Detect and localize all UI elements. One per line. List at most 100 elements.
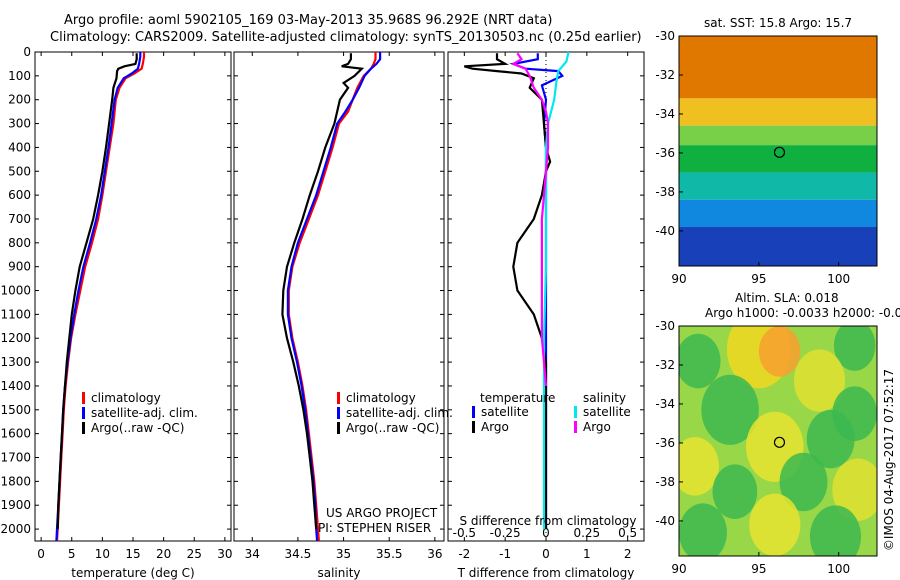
- temperature-xtick-label: 30: [217, 547, 232, 561]
- y-tick-label: 1600: [0, 427, 31, 441]
- salinity-legend-swatch: [337, 392, 340, 404]
- salinity-legend-swatch: [337, 422, 340, 434]
- y-tick-label: 600: [8, 188, 31, 202]
- diff-legend-label: satellite: [583, 405, 631, 419]
- y-tick-label: 900: [8, 260, 31, 274]
- difference-xtick-label: -2: [458, 547, 470, 561]
- y-tick-label: 700: [8, 212, 31, 226]
- sla_map-blob: [809, 505, 862, 556]
- sst_map-zone: [679, 145, 877, 173]
- y-tick-label: 1200: [0, 331, 31, 345]
- sla_map-field: [679, 326, 877, 556]
- y-tick-label: 1900: [0, 498, 31, 512]
- sla_map-blob: [679, 437, 719, 496]
- sla_map-xtick-label: 90: [671, 562, 686, 576]
- title-line-1: Argo profile: aoml 5902105_169 03-May-20…: [64, 13, 553, 28]
- difference-xtick-label: 2: [624, 547, 632, 561]
- salinity-xtick-label: 34: [245, 547, 260, 561]
- y-tick-label: 400: [8, 140, 31, 154]
- temperature-xtick-label: 5: [68, 547, 76, 561]
- difference-xtick-label: -1: [499, 547, 511, 561]
- sla_map-ytick-label: -34: [655, 397, 675, 411]
- sst_map-ytick-label: -40: [655, 224, 675, 238]
- sla_map-xtick-label: 95: [751, 562, 766, 576]
- sst_map-xtick-label: 95: [751, 272, 766, 286]
- salinity-xtick-label: 35.5: [376, 547, 403, 561]
- sst_map-zone: [679, 125, 877, 146]
- y-tick-label: 1300: [0, 355, 31, 369]
- sst_map-ytick-label: -38: [655, 185, 675, 199]
- sla_map-blob: [712, 464, 758, 519]
- sla_map-blob: [779, 452, 828, 512]
- diff-legend-label: satellite: [481, 405, 529, 419]
- sla_map-xtick-label: 100: [827, 562, 850, 576]
- salinity-xtick-label: 36: [427, 547, 442, 561]
- salinity-legend-label: Argo(..raw -QC): [346, 421, 439, 435]
- diff-legend-title-temperature: temperature: [480, 391, 555, 405]
- sla_map-blob: [749, 493, 801, 556]
- diff-legend-swatch: [472, 406, 475, 418]
- sla_map-ytick-label: -30: [655, 319, 675, 333]
- sst_map-zone: [679, 199, 877, 228]
- salinity-legend-label: climatology: [346, 391, 416, 405]
- temperature-legend-label: climatology: [91, 391, 161, 405]
- sla-map-title: Altim. SLA: 0.018: [735, 291, 839, 305]
- salinity-legend-swatch: [337, 407, 340, 419]
- difference-series-line: [542, 51, 570, 530]
- diff-salinity-tick-label: -0.25: [490, 526, 521, 540]
- diff-legend-title-salinity: salinity: [583, 391, 626, 405]
- y-tick-label: 100: [8, 69, 31, 83]
- difference-xtick-label: 1: [583, 547, 591, 561]
- diff-top-xlabel: S difference from climatology: [460, 514, 637, 528]
- sst_map-xtick-label: 100: [827, 272, 850, 286]
- y-tick-label: 200: [8, 93, 31, 107]
- sla_map-blob: [679, 333, 721, 389]
- sst_map-ytick-label: -30: [655, 29, 675, 43]
- sst_map-argo-marker: [773, 146, 786, 158]
- sst_map-ytick-label: -36: [655, 146, 675, 160]
- salinity-xtick-label: 34.5: [285, 547, 312, 561]
- sla_map-blob: [793, 349, 846, 412]
- sla_map-blob: [679, 503, 727, 556]
- salinity-legend-label: satellite-adj. clim.: [346, 406, 453, 420]
- sla_map-blob: [758, 326, 801, 377]
- temperature-xtick-label: 15: [125, 547, 140, 561]
- sst_map-frame: [678, 35, 878, 267]
- salinity-series-line: [281, 53, 365, 530]
- diff-legend-swatch: [472, 421, 475, 433]
- sst_map-xtick-label: 90: [671, 272, 686, 286]
- temperature-legend-swatch: [82, 392, 85, 404]
- salinity-xtick-label: 35: [336, 547, 351, 561]
- difference-xtick-label: 0: [542, 547, 550, 561]
- temperature-legend-swatch: [82, 407, 85, 419]
- y-tick-label: 1500: [0, 403, 31, 417]
- sla_map-argo-marker: [773, 436, 786, 448]
- temperature-legend-label: Argo(..raw -QC): [91, 421, 184, 435]
- temperature-legend-label: satellite-adj. clim.: [91, 406, 198, 420]
- sla_map-blob: [832, 458, 877, 521]
- sla_map-blob: [701, 374, 759, 445]
- temperature-legend-swatch: [82, 422, 85, 434]
- project-label: US ARGO PROJECT: [326, 506, 438, 520]
- temperature-series-line: [56, 53, 138, 530]
- y-tick-label: 1000: [0, 284, 31, 298]
- salinity-axes-box: [233, 51, 445, 542]
- difference-xlabel: T difference from climatology: [457, 566, 635, 580]
- y-tick-label: 0: [23, 45, 31, 59]
- sst_map-ytick-label: -32: [655, 68, 675, 82]
- sla-argo-heights: Argo h1000: -0.0033 h2000: -0.016: [705, 306, 900, 320]
- diff-legend-label: Argo: [481, 420, 509, 434]
- sla_map-ytick-label: -40: [655, 514, 675, 528]
- sst_map-ytick-label: -34: [655, 107, 675, 121]
- temperature-xtick-label: 0: [37, 547, 45, 561]
- title-line-2: Climatology: CARS2009. Satellite-adjuste…: [50, 30, 642, 45]
- sla_map-ytick-label: -36: [655, 436, 675, 450]
- sst_map-zone: [679, 36, 877, 99]
- diff-salinity-tick-label: 0.5: [618, 526, 637, 540]
- diff-legend-swatch: [574, 406, 577, 418]
- temperature-xtick-label: 25: [187, 547, 202, 561]
- temperature-xtick-label: 20: [156, 547, 171, 561]
- salinity-xlabel: salinity: [317, 566, 360, 580]
- difference-series-line: [510, 52, 550, 387]
- pi-label: PI: STEPHEN RISER: [318, 521, 431, 535]
